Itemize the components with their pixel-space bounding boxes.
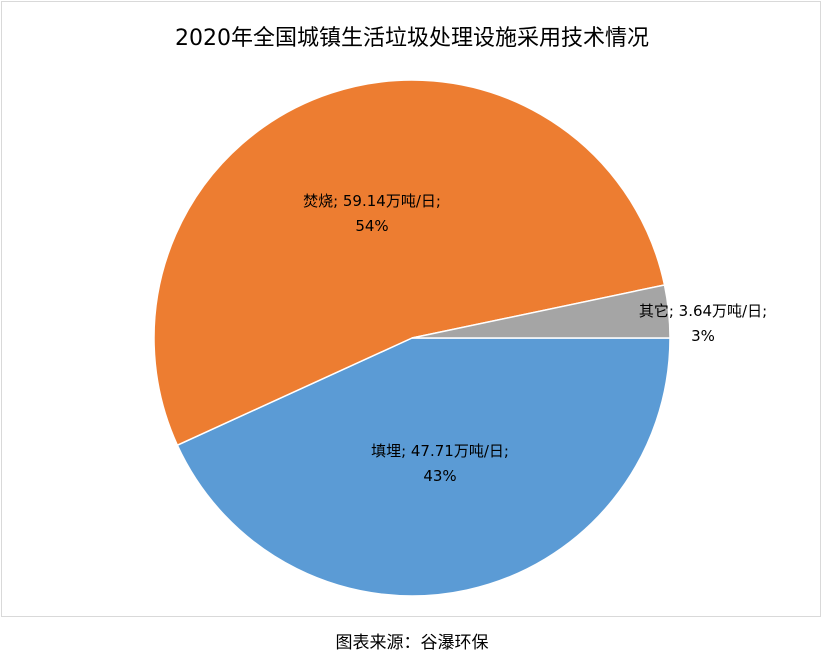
pie-slice-2 xyxy=(153,79,666,447)
source-note: 图表来源：谷瀑环保 xyxy=(335,633,489,653)
slice-percent-label-1: 43% xyxy=(423,467,456,485)
slice-label-3: 其它; 3.64万吨/日; xyxy=(639,302,767,320)
slice-percent-label-3: 3% xyxy=(691,327,715,345)
slice-label-1: 填埋; 47.71万吨/日; xyxy=(371,442,509,460)
slice-percent-label-2: 54% xyxy=(355,217,388,235)
slice-label-2: 焚烧; 59.14万吨/日; xyxy=(303,192,441,210)
chart-title: 2020年全国城镇生活垃圾处理设施采用技术情况 xyxy=(175,26,649,51)
pie-slice-1 xyxy=(176,337,671,597)
pie-slice-3 xyxy=(411,284,671,339)
pie-chart: 填埋; 47.71万吨/日; 43% 焚烧; 59.14万吨/日; 54% 其它; 3.… xyxy=(153,79,767,597)
